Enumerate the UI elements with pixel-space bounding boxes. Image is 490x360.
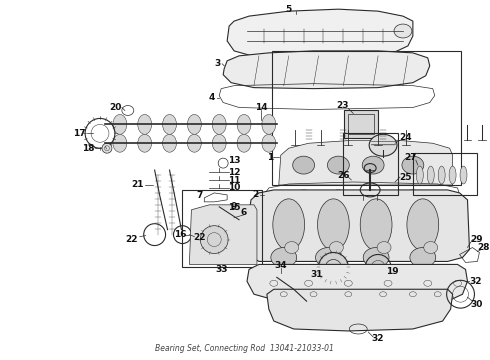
Text: 23: 23 [336, 101, 348, 110]
Bar [182, 190, 262, 267]
Ellipse shape [273, 199, 305, 251]
Text: 29: 29 [470, 235, 483, 244]
Polygon shape [223, 51, 430, 89]
Text: 28: 28 [477, 243, 490, 252]
Ellipse shape [200, 226, 228, 253]
Ellipse shape [377, 242, 391, 253]
Ellipse shape [187, 114, 201, 134]
Bar [344, 111, 378, 138]
Ellipse shape [394, 24, 412, 38]
Ellipse shape [113, 134, 127, 152]
Text: 30: 30 [470, 300, 483, 309]
Text: 7: 7 [196, 192, 202, 201]
Ellipse shape [449, 166, 456, 184]
Ellipse shape [271, 248, 296, 267]
Bar [348, 114, 374, 134]
Text: 16: 16 [174, 230, 187, 239]
Ellipse shape [362, 156, 384, 174]
Ellipse shape [318, 199, 349, 251]
Bar [343, 133, 398, 195]
Text: 18: 18 [82, 144, 95, 153]
Ellipse shape [237, 134, 251, 152]
Text: 19: 19 [386, 267, 398, 276]
Ellipse shape [416, 166, 423, 184]
Text: 10: 10 [228, 184, 240, 193]
Text: 32: 32 [372, 334, 384, 343]
Text: 4: 4 [209, 93, 216, 102]
Ellipse shape [262, 114, 276, 134]
Ellipse shape [410, 248, 436, 267]
Text: 22: 22 [125, 235, 138, 244]
Polygon shape [227, 9, 413, 59]
Ellipse shape [327, 156, 349, 174]
Text: 14: 14 [255, 103, 267, 112]
Ellipse shape [318, 252, 348, 282]
Ellipse shape [316, 248, 342, 267]
Text: 24: 24 [400, 133, 412, 142]
Text: 1: 1 [267, 153, 273, 162]
Ellipse shape [102, 143, 112, 153]
Text: 6: 6 [241, 208, 247, 217]
Text: 20: 20 [110, 103, 122, 112]
Text: 9: 9 [231, 202, 237, 211]
Ellipse shape [363, 248, 389, 267]
Ellipse shape [285, 242, 298, 253]
Text: 2: 2 [252, 190, 258, 199]
Text: 12: 12 [228, 167, 241, 176]
Ellipse shape [163, 114, 176, 134]
Ellipse shape [237, 114, 251, 134]
Bar [413, 153, 477, 195]
Polygon shape [247, 265, 467, 301]
Text: 34: 34 [274, 261, 287, 270]
Text: 21: 21 [131, 180, 144, 189]
Ellipse shape [438, 166, 445, 184]
Text: Bearing Set, Connecting Rod  13041-21033-01: Bearing Set, Connecting Rod 13041-21033-… [154, 344, 334, 353]
Ellipse shape [369, 134, 397, 156]
Ellipse shape [402, 156, 424, 174]
Text: 15: 15 [228, 203, 241, 212]
Text: 17: 17 [73, 129, 85, 138]
Ellipse shape [329, 242, 343, 253]
Text: 5: 5 [286, 5, 292, 14]
Ellipse shape [163, 134, 176, 152]
Text: 27: 27 [405, 153, 417, 162]
Ellipse shape [212, 134, 226, 152]
Text: 22: 22 [193, 233, 206, 242]
Polygon shape [279, 140, 453, 185]
Polygon shape [267, 289, 453, 331]
Ellipse shape [138, 134, 152, 152]
Ellipse shape [262, 134, 276, 152]
Text: 32: 32 [469, 277, 482, 286]
Text: 13: 13 [228, 156, 241, 165]
Text: 31: 31 [310, 270, 323, 279]
Bar [272, 51, 461, 185]
Ellipse shape [424, 242, 438, 253]
Text: 3: 3 [214, 59, 220, 68]
Ellipse shape [212, 114, 226, 134]
Ellipse shape [138, 114, 152, 134]
Ellipse shape [293, 156, 315, 174]
Text: 11: 11 [228, 176, 241, 185]
Ellipse shape [187, 134, 201, 152]
Polygon shape [249, 190, 469, 261]
Text: 25: 25 [400, 172, 412, 181]
Text: 26: 26 [337, 171, 349, 180]
Text: 33: 33 [215, 265, 227, 274]
Ellipse shape [427, 166, 434, 184]
Ellipse shape [113, 114, 127, 134]
Ellipse shape [360, 199, 392, 251]
Ellipse shape [407, 199, 439, 251]
Ellipse shape [460, 166, 467, 184]
Polygon shape [190, 205, 257, 265]
